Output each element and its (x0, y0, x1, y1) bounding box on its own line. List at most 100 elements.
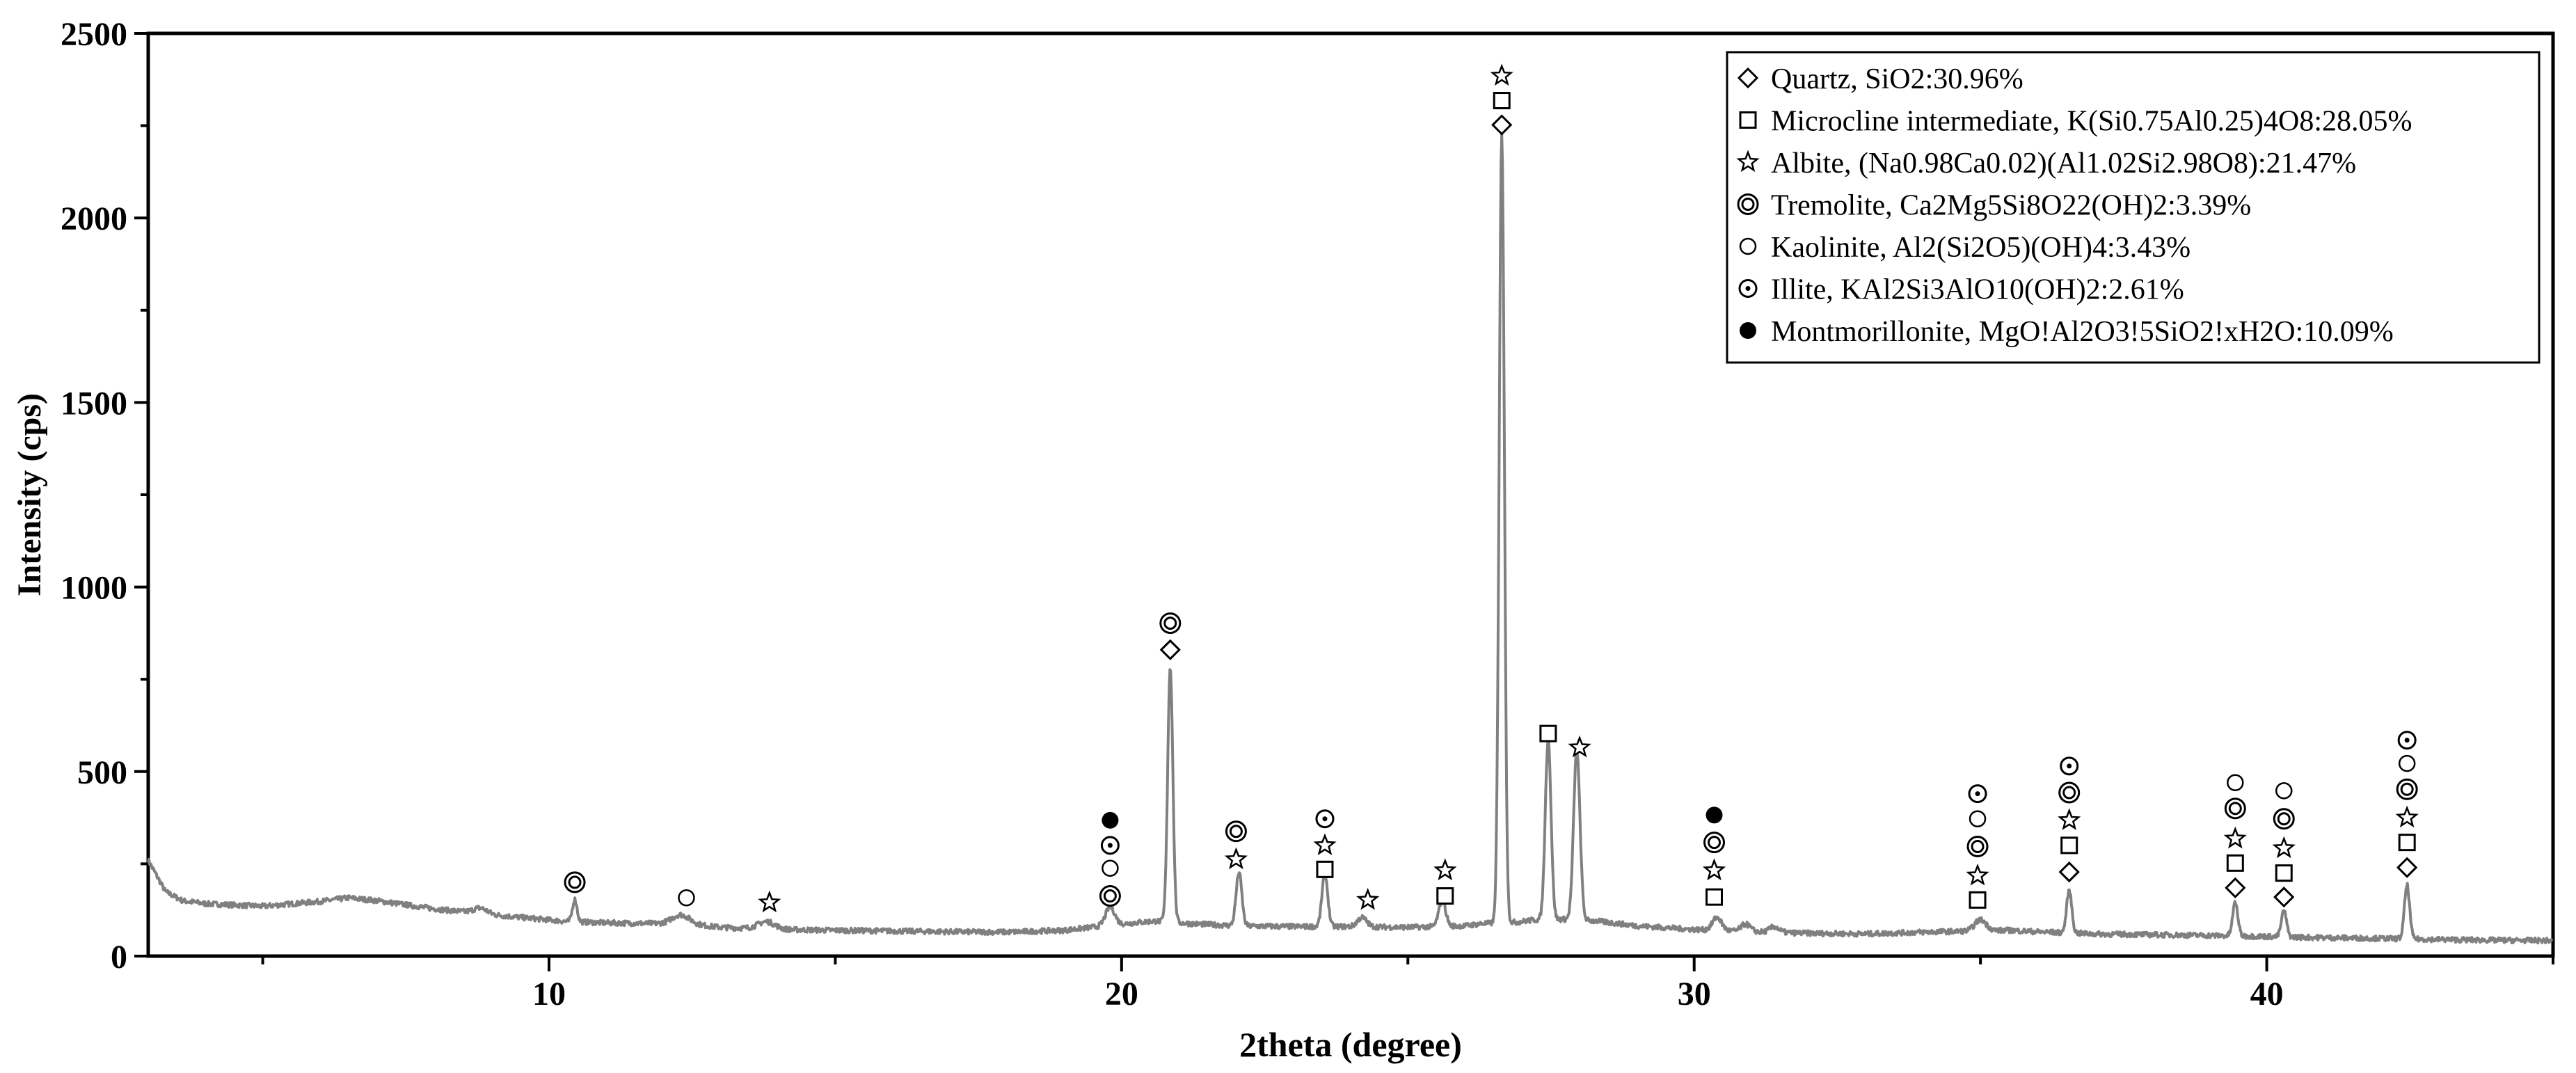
microcline-marker (1493, 92, 1511, 110)
microcline-marker (2060, 836, 2078, 855)
kaolinite-marker (2227, 774, 2244, 791)
illite-marker (2060, 756, 2079, 776)
tremolite-inner-ring (1971, 839, 1985, 853)
illite-dot (2404, 738, 2410, 743)
tremolite-marker (1159, 612, 1182, 635)
legend-label: Quartz, SiO2:30.96% (1771, 63, 2024, 95)
legend: Quartz, SiO2:30.96% Microcline intermedia… (1726, 51, 2541, 364)
albite-marker (1313, 833, 1337, 856)
tremolite-marker (2396, 778, 2418, 800)
legend-label: Illite, KAl2Si3AlO10(OH)2:2.61% (1771, 274, 2184, 306)
quartz-marker (2396, 857, 2418, 878)
tremolite-outer-ring (2273, 808, 2295, 830)
legend-label: Albite, (Na0.98Ca0.02)(Al1.02Si2.98O8):2… (1771, 148, 2356, 180)
microcline-marker (1539, 724, 1557, 742)
legend-label: Montmorillonite, MgO!Al2O3!5SiO2!xH2O:10… (1771, 316, 2394, 348)
peak-marker-stack (564, 871, 586, 893)
tremolite-inner-ring (1708, 836, 1722, 850)
legend-entry: Tremolite, Ca2Mg5Si8O22(OH)2:3.39% (1737, 190, 2251, 222)
x-axis-label: 2theta (degree) (1239, 1025, 1462, 1064)
peak-markers (564, 63, 2419, 913)
y-tick-label: 500 (77, 754, 127, 791)
albite-marker (2272, 836, 2296, 859)
microcline-marker (1436, 887, 1454, 905)
tremolite-inner-ring (2228, 802, 2242, 816)
tremolite-inner-ring (568, 875, 582, 889)
peak-marker-stack (1539, 724, 1557, 742)
quartz-marker (1737, 67, 1759, 89)
kaolinite-marker (1102, 859, 1119, 877)
tremolite-inner-ring (1103, 889, 1117, 903)
peak-marker-stack (1433, 858, 1457, 905)
tremolite-marker (1737, 193, 1759, 215)
tremolite-inner-ring (2400, 782, 2414, 796)
tremolite-marker (564, 871, 586, 893)
illite-marker (1738, 279, 1758, 298)
microcline-marker (1316, 860, 1334, 878)
illite-dot (1322, 816, 1328, 822)
tremolite-outer-ring (2224, 797, 2246, 820)
tremolite-marker (1225, 820, 1247, 843)
illite-dot (2067, 763, 2072, 769)
albite-marker (1490, 63, 1513, 86)
peak-marker-stack (1568, 735, 1591, 758)
x-tick-label: 10 (532, 976, 566, 1012)
illite-dot (1745, 286, 1751, 291)
tremolite-outer-ring (1703, 832, 1726, 854)
tremolite-outer-ring (1737, 193, 1759, 215)
peak-marker-stack (1224, 820, 1248, 870)
peak-marker-stack (1966, 784, 1989, 909)
peak-marker-stack (1702, 806, 1726, 906)
x-tick-label: 40 (2250, 976, 2284, 1012)
quartz-marker (1491, 114, 1513, 136)
quartz-marker (2225, 877, 2246, 898)
tremolite-outer-ring (2058, 781, 2081, 804)
albite-marker (2395, 805, 2419, 828)
illite-dot (1975, 791, 1980, 797)
kaolinite-marker (1739, 237, 1757, 255)
tremolite-marker (2058, 781, 2081, 804)
y-tick-label: 0 (111, 939, 127, 976)
y-tick-label: 2500 (61, 16, 127, 53)
tremolite-outer-ring (1099, 885, 1121, 907)
albite-marker (1356, 887, 1380, 910)
y-tick-label: 1000 (61, 570, 127, 607)
albite-marker (1702, 858, 1726, 881)
legend-box (1726, 51, 2541, 364)
legend-entry: Kaolinite, Al2(Si2O5)(OH)4:3.43% (1739, 232, 2191, 264)
y-tick-label: 2000 (61, 200, 127, 237)
illite-dot (1107, 843, 1113, 848)
peak-marker-stack (1356, 887, 1380, 910)
illite-marker (1968, 784, 1987, 804)
microcline-marker (2398, 834, 2416, 852)
legend-label: Tremolite, Ca2Mg5Si8O22(OH)2:3.39% (1771, 190, 2251, 222)
illite-marker (1100, 836, 1120, 855)
kaolinite-marker (2398, 754, 2416, 772)
legend-entry: Montmorillonite, MgO!Al2O3!5SiO2!xH2O:10… (1740, 316, 2394, 348)
x-tick-label: 30 (1678, 976, 1711, 1012)
microcline-marker (2226, 854, 2244, 872)
peak-marker-stack (1313, 809, 1337, 878)
y-axis-label: Intensity (cps) (11, 393, 48, 596)
peak-marker-stack (2058, 756, 2081, 883)
legend-entry: Albite, (Na0.98Ca0.02)(Al1.02Si2.98O8):2… (1736, 148, 2356, 180)
peak-marker-stack (1490, 63, 1513, 136)
tremolite-inner-ring (1741, 198, 1755, 211)
tremolite-outer-ring (1225, 820, 1247, 843)
albite-marker (2058, 808, 2081, 830)
quartz-marker (1159, 639, 1181, 660)
y-tick-label: 1500 (61, 385, 127, 422)
illite-marker (1315, 809, 1335, 829)
albite-marker (758, 890, 781, 913)
microcline-marker (2275, 864, 2293, 882)
microcline-marker (1969, 891, 1987, 909)
montmorillonite-marker (1102, 811, 1119, 829)
montmorillonite-marker (1706, 806, 1723, 824)
quartz-marker (2058, 861, 2080, 883)
montmorillonite-marker (1740, 322, 1756, 339)
albite-marker (1736, 150, 1760, 173)
legend-entry: Illite, KAl2Si3AlO10(OH)2:2.61% (1738, 274, 2184, 306)
albite-marker (1433, 858, 1457, 881)
illite-marker (2397, 731, 2417, 750)
